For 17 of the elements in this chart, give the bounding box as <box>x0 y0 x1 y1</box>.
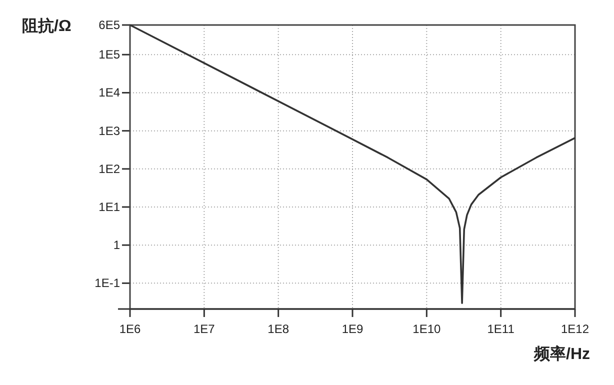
y-tick-label: 6E5 <box>98 18 120 32</box>
y-tick-label: 1E1 <box>98 200 120 214</box>
x-tick-label: 1E8 <box>268 322 290 336</box>
y-tick-label: 1E-1 <box>94 276 120 290</box>
y-tick-label: 1 <box>113 238 120 252</box>
x-tick-label: 1E10 <box>412 322 442 336</box>
x-tick-label: 1E11 <box>487 322 515 336</box>
x-tick-label: 1E12 <box>560 322 590 336</box>
x-tick-label: 1E6 <box>119 322 141 336</box>
y-tick-label: 1E5 <box>98 48 120 62</box>
x-tick-label: 1E7 <box>193 322 216 336</box>
y-tick-label: 1E2 <box>98 162 120 176</box>
y-tick-label: 1E3 <box>98 124 120 138</box>
y-tick-label: 1E4 <box>98 86 120 100</box>
y-axis-title: 阻抗/Ω <box>22 17 72 35</box>
x-tick-label: 1E9 <box>342 322 364 336</box>
x-axis-title: 频率/Hz <box>533 344 590 363</box>
